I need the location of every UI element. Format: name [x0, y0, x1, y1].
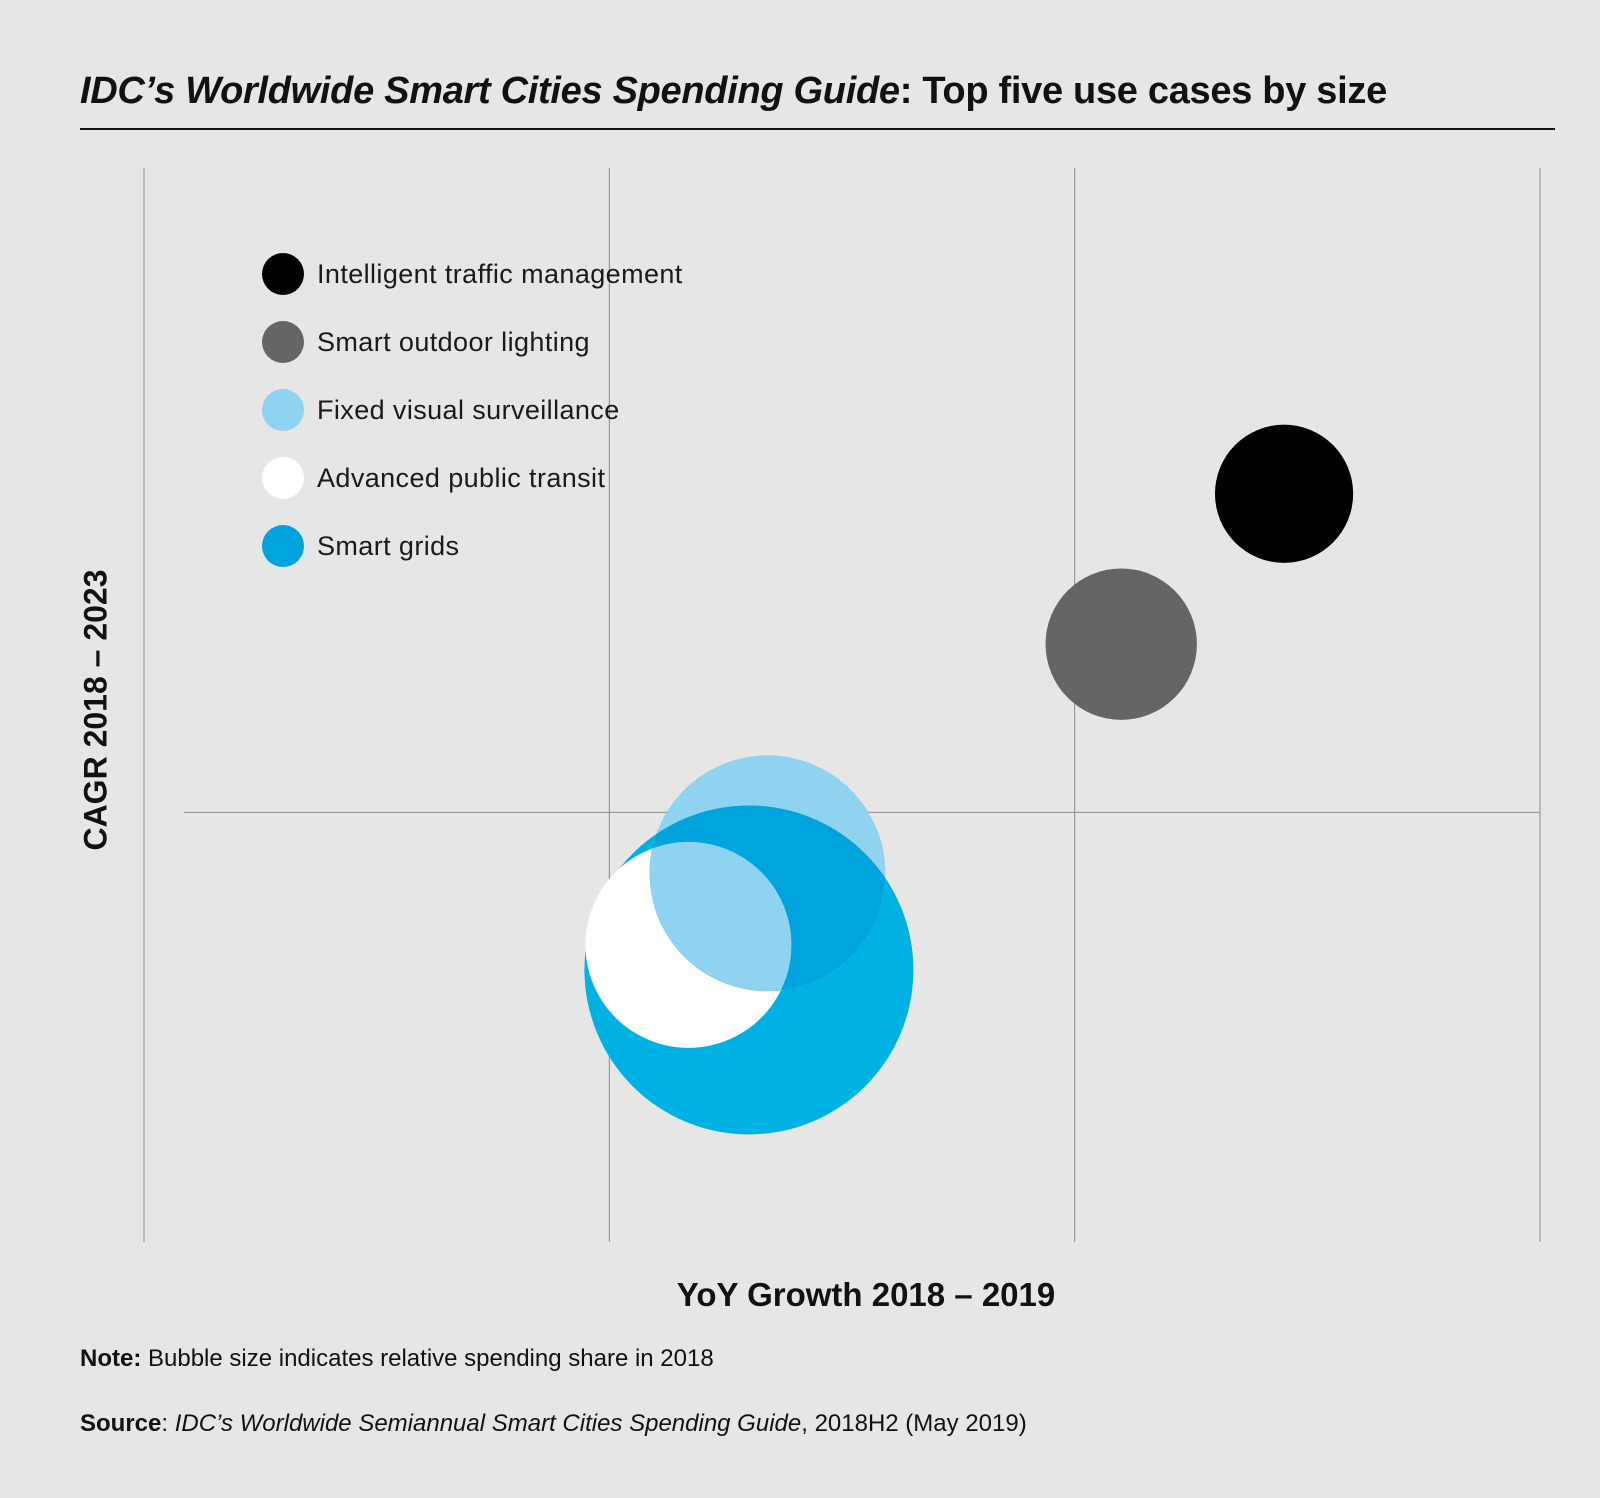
legend-item: Fixed visual surveillance: [262, 388, 683, 432]
legend-label: Intelligent traffic management: [317, 258, 683, 289]
x-axis-label: YoY Growth 2018 – 2019: [676, 1276, 1056, 1313]
legend-swatch: [262, 253, 304, 295]
source-separator: :: [161, 1410, 175, 1437]
legend-swatch: [262, 321, 304, 363]
legend-label: Smart outdoor lighting: [317, 326, 590, 357]
chart-note: Note: Bubble size indicates relative spe…: [80, 1345, 714, 1373]
page-title: IDC’s Worldwide Smart Cities Spending Gu…: [80, 70, 1555, 113]
legend-item: Advanced public transit: [262, 456, 683, 500]
title-plain-part: : Top five use cases by size: [899, 70, 1388, 112]
legend-item: Smart outdoor lighting: [262, 320, 683, 364]
legend-swatch: [262, 457, 304, 499]
legend-label: Smart grids: [317, 530, 460, 561]
source-text: , 2018H2 (May 2019): [801, 1410, 1027, 1437]
legend-item: Intelligent traffic management: [262, 252, 683, 296]
title-italic-part: IDC’s Worldwide Smart Cities Spending Gu…: [80, 70, 900, 112]
bubble-intelligent-traffic-management: [1214, 424, 1354, 563]
legend-swatch: [262, 525, 304, 567]
y-axis-label: CAGR 2018 – 2023: [77, 569, 114, 851]
source-italic-text: IDC’s Worldwide Semiannual Smart Cities …: [174, 1410, 802, 1437]
legend-swatch: [262, 389, 304, 431]
bubble-smart-outdoor-lighting: [1045, 568, 1197, 720]
title-divider: [80, 128, 1555, 130]
chart-bubbles: [584, 424, 1354, 1135]
source-label: Source: [80, 1410, 162, 1437]
chart-source: Source: IDC’s Worldwide Semiannual Smart…: [80, 1410, 1027, 1438]
legend-label: Advanced public transit: [317, 462, 606, 493]
note-label: Note:: [80, 1345, 142, 1372]
legend-item: Smart grids: [262, 524, 683, 568]
note-text: Bubble size indicates relative spending …: [141, 1345, 714, 1372]
chart-legend: Intelligent traffic management Smart outd…: [262, 252, 683, 592]
legend-label: Fixed visual surveillance: [317, 394, 620, 425]
